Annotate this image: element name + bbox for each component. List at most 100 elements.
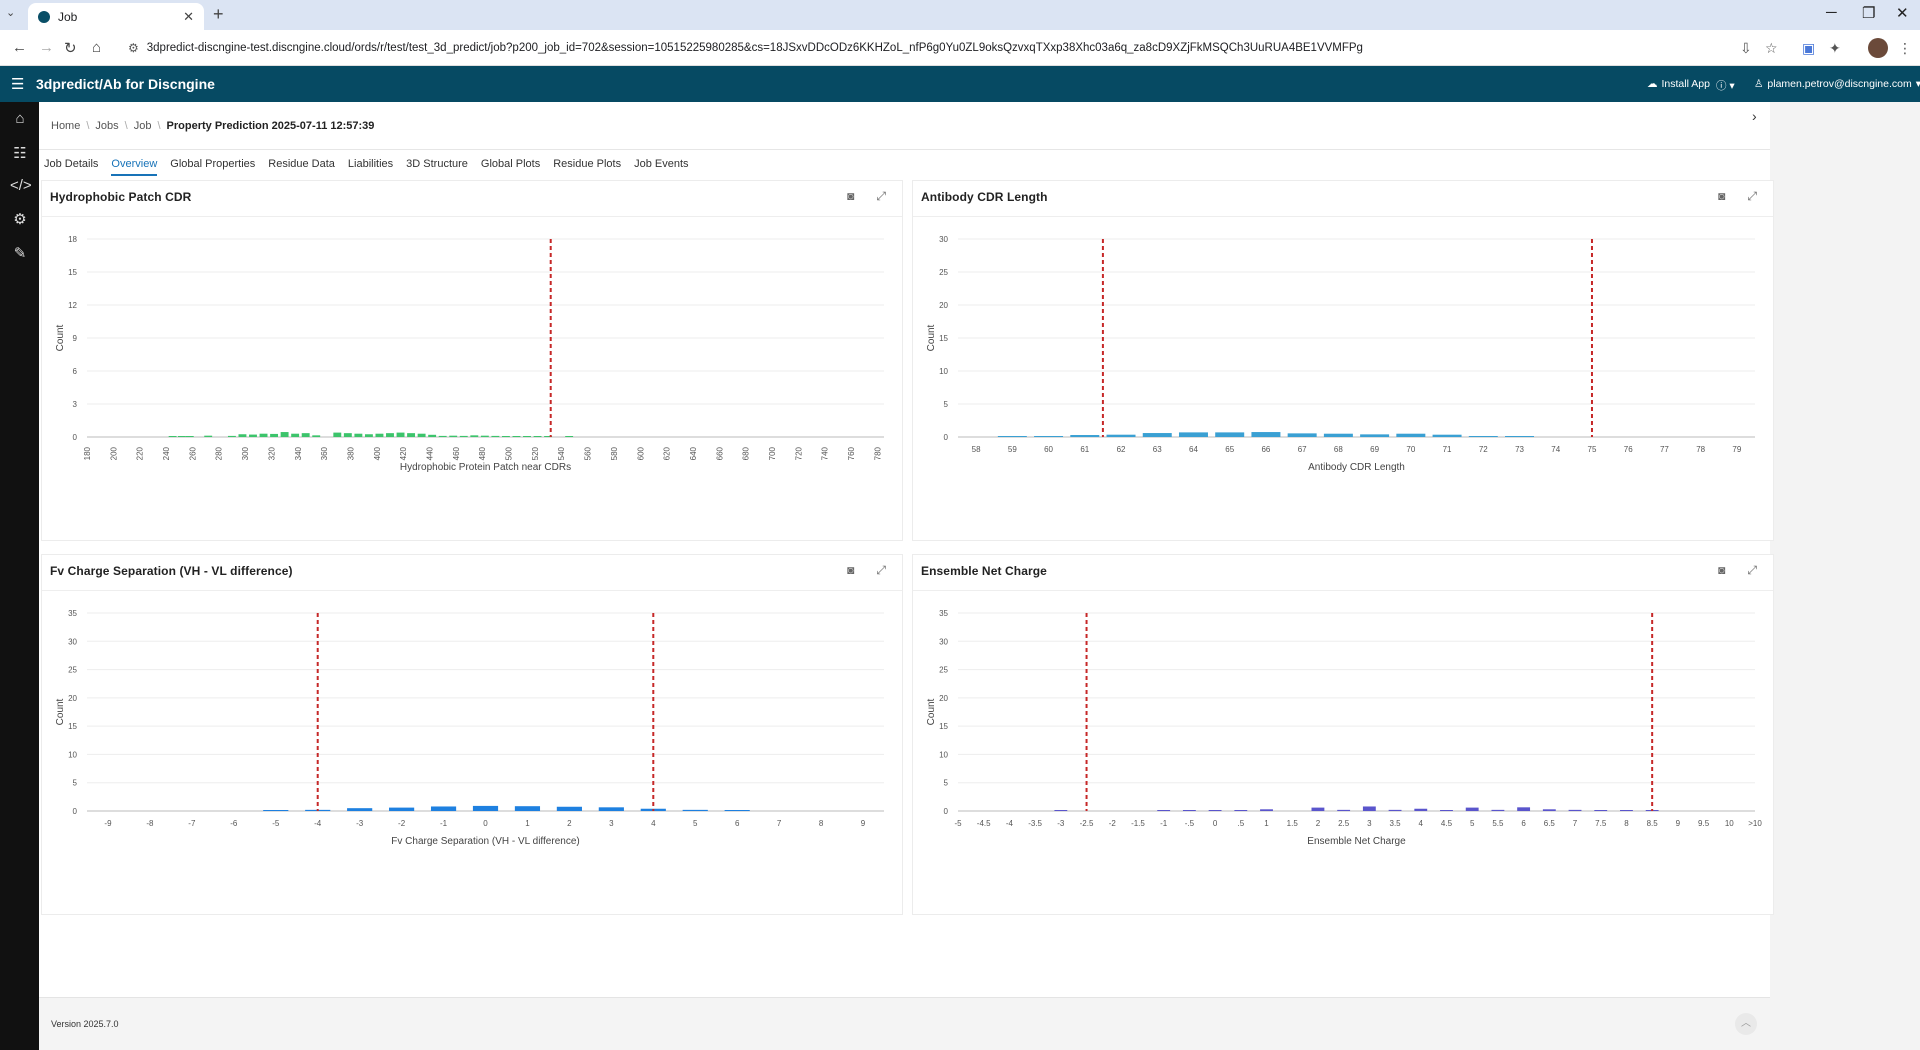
breadcrumb-current: Property Prediction 2025-07-11 12:57:39 xyxy=(166,120,375,132)
histogram-bar xyxy=(1070,435,1100,437)
x-tick-label: 69 xyxy=(1370,445,1379,454)
y-tick-label: 15 xyxy=(68,268,77,277)
nav-home-icon[interactable]: ⌂ xyxy=(15,110,25,127)
minimize-icon[interactable]: ─ xyxy=(1826,4,1837,21)
bookmark-star-icon[interactable]: ☆ xyxy=(1765,40,1778,56)
breadcrumb-job[interactable]: Job xyxy=(133,120,152,132)
x-tick-label: 240 xyxy=(162,446,171,460)
profile-avatar[interactable] xyxy=(1868,38,1888,58)
x-tick-label: -2 xyxy=(1109,819,1117,828)
tab-overview[interactable]: Overview xyxy=(111,158,158,176)
install-icon[interactable]: ⇩ xyxy=(1740,40,1752,56)
histogram-bar xyxy=(491,435,500,437)
new-tab-icon[interactable]: + xyxy=(213,4,224,24)
x-tick-label: -5 xyxy=(272,819,280,828)
camera-icon[interactable]: ◙ xyxy=(1718,189,1726,203)
expand-icon[interactable]: ⤢ xyxy=(1747,189,1757,203)
app-title[interactable]: 3dpredict/Ab for Discngine xyxy=(36,76,215,92)
histogram-bar xyxy=(417,433,426,437)
reload-icon[interactable]: ↻ xyxy=(64,40,77,57)
y-tick-label: 12 xyxy=(68,301,77,310)
histogram-bar xyxy=(204,435,213,437)
back-icon[interactable]: ← xyxy=(12,39,27,56)
expand-icon[interactable]: ⤢ xyxy=(1747,563,1757,577)
tab-3d-structure[interactable]: 3D Structure xyxy=(406,158,468,170)
x-tick-label: 760 xyxy=(847,446,856,460)
breadcrumb-home[interactable]: Home xyxy=(51,120,81,132)
x-tick-label: 1.5 xyxy=(1287,819,1299,828)
histogram-bar xyxy=(1491,809,1505,811)
x-tick-label: 7.5 xyxy=(1595,819,1607,828)
x-tick-label: 3.5 xyxy=(1390,819,1402,828)
url-input[interactable]: ⚙ 3dpredict-discngine-test.discngine.clo… xyxy=(120,35,1740,61)
breadcrumb-jobs[interactable]: Jobs xyxy=(95,120,119,132)
histogram-bar xyxy=(523,436,531,437)
close-window-icon[interactable]: ✕ xyxy=(1896,5,1909,22)
tab-job-events[interactable]: Job Events xyxy=(634,158,689,170)
expand-icon[interactable]: ⤢ xyxy=(876,189,886,203)
histogram-bar xyxy=(598,807,624,811)
histogram-bar xyxy=(1260,809,1273,811)
camera-icon[interactable]: ◙ xyxy=(1718,563,1726,577)
chart-title: Fv Charge Separation (VH - VL difference… xyxy=(50,564,293,578)
histogram-bar xyxy=(1362,806,1376,811)
histogram-bar xyxy=(1388,809,1402,811)
chevron-down-icon: ▾ xyxy=(1915,78,1920,90)
y-tick-label: 35 xyxy=(939,609,948,618)
x-tick-label: 9 xyxy=(1676,819,1681,828)
nav-admin-icon[interactable]: ✎ xyxy=(13,245,27,262)
home-icon[interactable]: ⌂ xyxy=(92,39,102,56)
x-tick-label: 2 xyxy=(567,819,572,828)
extensions-icon[interactable]: ✦ xyxy=(1829,40,1841,56)
tab-liabilities[interactable]: Liabilities xyxy=(347,158,394,170)
camera-icon[interactable]: ◙ xyxy=(847,563,855,577)
x-tick-label: 3 xyxy=(609,819,614,828)
nav-code-icon[interactable]: </> xyxy=(10,177,32,194)
tab-global-properties[interactable]: Global Properties xyxy=(170,158,256,170)
browser-tabstrip: ⌄ Job ✕ + ─ ❐ ✕ xyxy=(0,0,1920,30)
tab-job-details[interactable]: Job Details xyxy=(44,158,99,170)
nav-list-icon[interactable]: ☷ xyxy=(13,145,27,162)
restore-icon[interactable]: ❐ xyxy=(1862,5,1876,22)
scroll-top-icon[interactable]: ︿ xyxy=(1735,1013,1757,1035)
x-axis-label: Fv Charge Separation (VH - VL difference… xyxy=(391,836,579,847)
site-info-icon[interactable]: ⚙ xyxy=(128,41,139,55)
y-tick-label: 15 xyxy=(68,722,77,731)
y-tick-label: 15 xyxy=(939,334,948,343)
histogram-bar xyxy=(347,808,373,811)
expand-icon[interactable]: ⤢ xyxy=(876,563,886,577)
x-tick-label: 580 xyxy=(610,446,619,460)
close-tab-icon[interactable]: ✕ xyxy=(183,8,194,24)
histogram-bar xyxy=(177,436,186,437)
collapse-panel-icon[interactable]: › xyxy=(1752,108,1757,124)
histogram-bar xyxy=(1432,434,1462,437)
nav-settings-icon[interactable]: ⚙ xyxy=(13,211,27,228)
histogram-bar xyxy=(238,434,247,437)
y-tick-label: 20 xyxy=(68,694,77,703)
translate-icon[interactable]: ▣ xyxy=(1802,40,1816,56)
x-tick-label: -3 xyxy=(356,819,364,828)
histogram-bar xyxy=(333,432,342,437)
x-tick-label: 70 xyxy=(1406,445,1415,454)
x-tick-label: 4 xyxy=(651,819,656,828)
histogram-bar xyxy=(1360,434,1390,437)
install-app-button[interactable]: ☁ Install App xyxy=(1647,78,1710,90)
camera-icon[interactable]: ◙ xyxy=(847,189,855,203)
tab-residue-data[interactable]: Residue Data xyxy=(268,158,335,170)
forward-icon[interactable]: → xyxy=(39,39,54,56)
chrome-menu-icon[interactable]: ⋮ xyxy=(1898,40,1912,56)
histogram-bar xyxy=(1034,436,1064,437)
y-tick-label: 10 xyxy=(939,367,948,376)
x-tick-label: 60 xyxy=(1044,445,1053,454)
user-menu-button[interactable]: ♙ plamen.petrov@discngine.com ▾ xyxy=(1754,78,1920,90)
x-tick-label: 260 xyxy=(188,446,197,460)
tab-global-plots[interactable]: Global Plots xyxy=(480,158,541,170)
version-label: Version 2025.7.0 xyxy=(51,1019,119,1029)
help-menu-button[interactable]: ⓘ ▾ xyxy=(1716,78,1735,93)
tab-residue-plots[interactable]: Residue Plots xyxy=(553,158,622,170)
x-tick-label: 560 xyxy=(584,446,593,460)
hamburger-menu-icon[interactable]: ☰ xyxy=(11,76,25,93)
browser-tab[interactable]: Job ✕ xyxy=(28,3,204,30)
tab-search-icon[interactable]: ⌄ xyxy=(6,7,16,19)
